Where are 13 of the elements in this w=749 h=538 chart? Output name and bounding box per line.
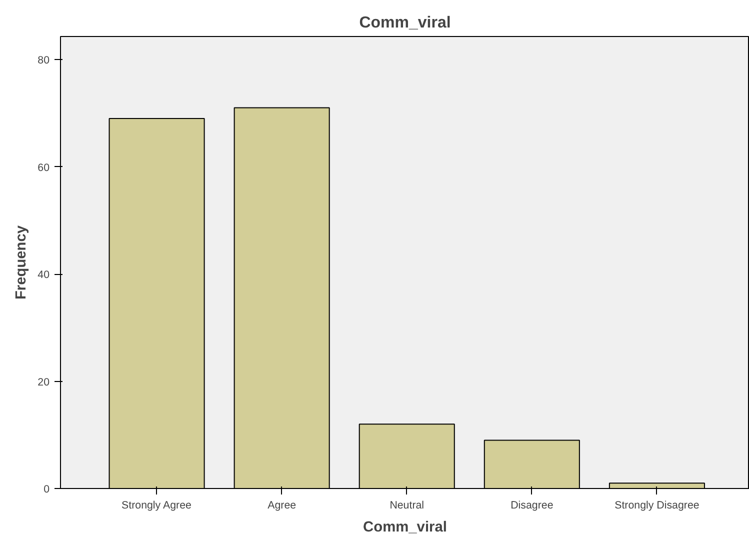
x-tick-label: Agree <box>268 500 296 512</box>
y-tick-label: 20 <box>38 376 50 388</box>
x-axis-title: Comm_viral <box>363 520 447 536</box>
x-tick-label: Disagree <box>510 500 554 512</box>
x-tick-label: Strongly Agree <box>122 500 192 512</box>
y-axis-title: Frequency <box>14 224 30 300</box>
y-tick-label: 0 <box>44 484 50 496</box>
x-tick-label: Neutral <box>390 500 424 512</box>
y-tick-label: 80 <box>38 54 50 67</box>
x-tick-label: Strongly Disagree <box>614 500 700 512</box>
y-tick-label: 40 <box>38 269 50 282</box>
y-tick-label: 60 <box>38 162 50 174</box>
chart-title: Comm_viral <box>359 14 451 32</box>
